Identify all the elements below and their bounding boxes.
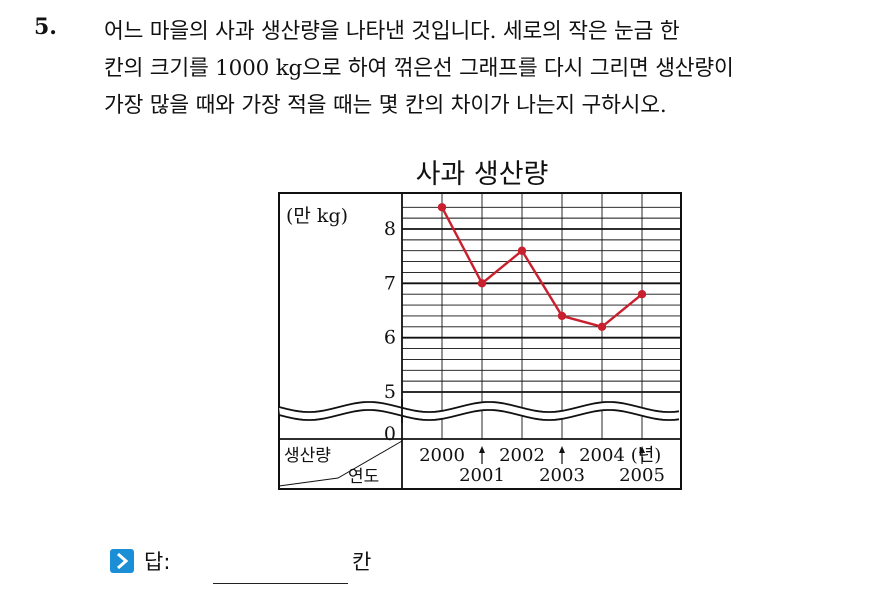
data-point-2000	[437, 203, 447, 212]
chart-title: 사과 생산량	[415, 159, 549, 190]
axis-break-line	[278, 409, 680, 421]
x-tick-label: 2003	[539, 465, 585, 486]
data-point-2005	[637, 290, 647, 299]
y-tick-label: 8	[384, 218, 396, 240]
data-point-2002	[517, 246, 527, 255]
x-tick-arrow-head	[559, 446, 565, 453]
answer-unit: 칸	[352, 550, 372, 574]
data-point-2003	[557, 311, 567, 321]
question-line-2: 칸의 크기를 1000 kg으로 하여 꺾은선 그래프를 다시 그리면 생산량이	[104, 56, 734, 81]
corner-diagonal	[278, 440, 403, 487]
axis-break-line	[278, 401, 680, 413]
y-tick-label: 6	[384, 327, 396, 349]
x-tick-arrow-head	[479, 446, 485, 453]
x-tick-label: 2004	[579, 445, 625, 466]
answer-label: 답:	[144, 550, 171, 574]
corner-bottom-label: 연도	[348, 467, 379, 487]
data-point-2001	[477, 279, 487, 288]
question-line-3: 가장 많을 때와 가장 적을 때는 몇 칸의 차이가 나는지 구하시오.	[104, 93, 667, 118]
x-tick-label: 2005	[619, 465, 665, 486]
answer-blank[interactable]	[213, 583, 348, 584]
y-axis-label: (만 kg)	[286, 205, 348, 227]
corner-top-label: 생산량	[284, 446, 331, 466]
axis-break-band	[279, 402, 680, 420]
question-number: 5.	[34, 14, 57, 40]
y-tick-label: 5	[384, 381, 396, 403]
arrow-right-icon	[110, 549, 134, 573]
question-line-1: 어느 마을의 사과 생산량을 나타낸 것입니다. 세로의 작은 눈금 한	[104, 19, 680, 44]
x-tick-label: 2002	[499, 445, 545, 466]
series-line	[440, 206, 643, 329]
x-tick-label: 2000	[419, 445, 465, 466]
y-tick-label: 7	[384, 272, 396, 294]
y-tick-label: 0	[384, 423, 396, 445]
data-point-2004	[597, 322, 607, 331]
x-tick-arrow-head	[639, 446, 645, 453]
x-unit-label: (년)	[631, 445, 662, 466]
x-tick-label: 2001	[459, 465, 505, 486]
